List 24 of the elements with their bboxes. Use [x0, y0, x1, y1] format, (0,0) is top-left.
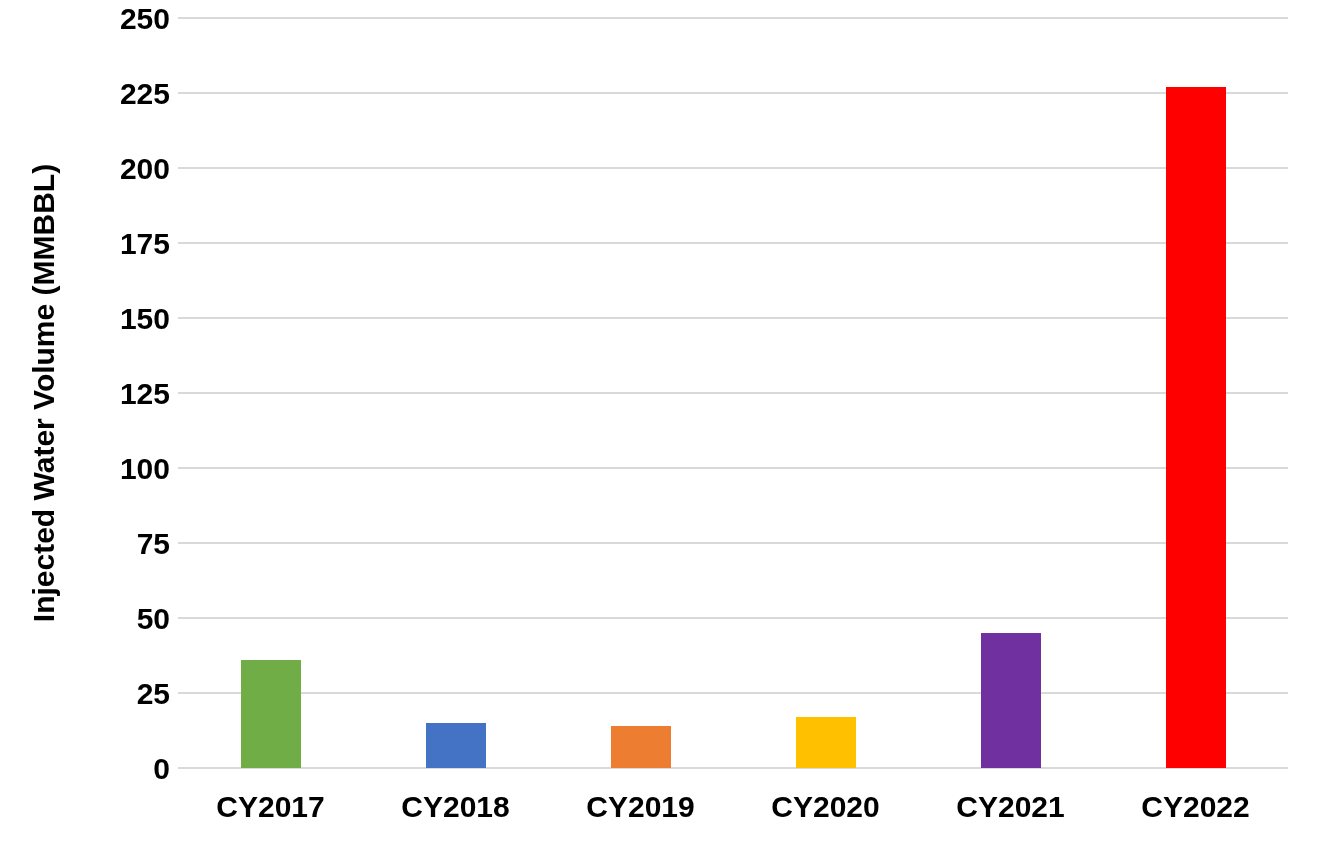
y-tick-label: 150	[119, 301, 170, 335]
x-tick-label: CY2022	[1141, 790, 1250, 824]
y-tick-label: 100	[119, 451, 170, 485]
x-tick-label: CY2020	[771, 790, 880, 824]
y-tick-label: 75	[136, 526, 170, 560]
y-tick-label: 25	[136, 676, 170, 710]
x-tick-label: CY2018	[401, 790, 510, 824]
y-tick-label: 0	[153, 751, 170, 785]
x-tick-label: CY2021	[956, 790, 1065, 824]
y-axis-title: Injected Water Volume (MMBBL)	[26, 163, 60, 623]
y-tick-label: 200	[119, 151, 170, 185]
bar	[611, 726, 671, 768]
bar	[1166, 87, 1226, 768]
bar	[426, 723, 486, 768]
bar	[981, 633, 1041, 768]
x-tick-label: CY2017	[216, 790, 325, 824]
bar	[241, 660, 301, 768]
bar	[796, 717, 856, 768]
y-tick-label: 50	[136, 601, 170, 635]
y-tick-label: 225	[119, 76, 170, 110]
y-tick-label: 175	[119, 226, 170, 260]
y-tick-label: 125	[119, 376, 170, 410]
x-tick-label: CY2019	[586, 790, 695, 824]
y-tick-label: 250	[119, 1, 170, 35]
